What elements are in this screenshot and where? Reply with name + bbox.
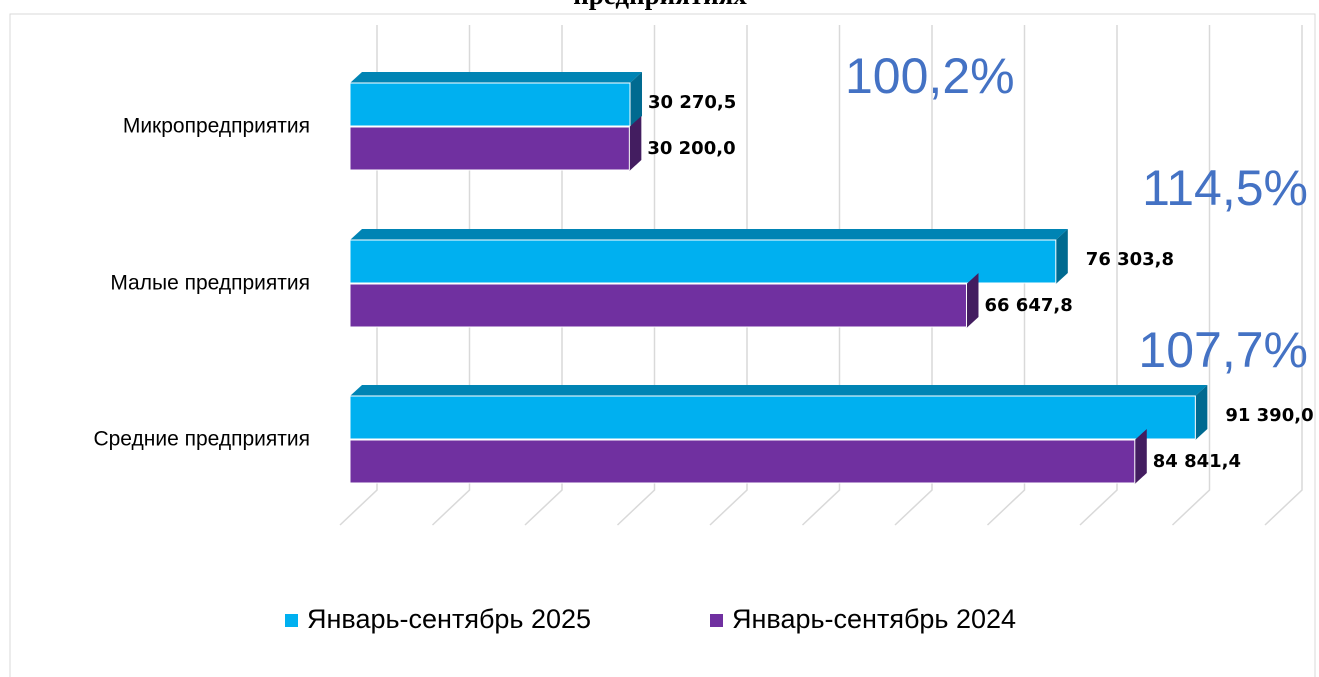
bar	[349, 126, 630, 171]
bar	[349, 395, 1196, 440]
value-label: 84 841,4	[1153, 451, 1241, 472]
bar	[349, 239, 1057, 284]
bar-side-face	[966, 273, 979, 328]
category-label: Средние предприятия	[93, 428, 310, 451]
chart-border	[9, 13, 1316, 677]
grid-line	[801, 25, 841, 526]
grid-line	[894, 25, 933, 526]
bar	[349, 439, 1136, 484]
annotation: 107,7%	[1138, 322, 1308, 378]
bar-side-face	[630, 72, 643, 127]
bar-side-face	[1195, 385, 1208, 440]
value-label: 30 270,5	[648, 92, 736, 113]
value-label: 76 303,8	[1086, 249, 1174, 270]
grid-line	[1079, 25, 1118, 526]
bar-top-face	[350, 72, 643, 83]
bar-side-face	[629, 116, 642, 171]
grid-line	[986, 25, 1026, 526]
legend-label: Январь-сентябрь 2024	[732, 604, 1016, 634]
legend-swatch	[285, 614, 298, 627]
grid-line	[1264, 25, 1303, 526]
annotation: 100,2%	[845, 48, 1015, 104]
grid-line	[616, 25, 656, 526]
grid-line	[1171, 25, 1211, 526]
bar	[349, 283, 967, 328]
bar-top-face	[350, 229, 1068, 240]
value-label: 30 200,0	[647, 138, 735, 159]
annotation: 114,5%	[1142, 160, 1308, 216]
chart-title: предприятиях	[573, 0, 747, 10]
value-label: 66 647,8	[984, 295, 1072, 316]
bar-side-face	[1055, 229, 1068, 284]
bar-top-face	[350, 385, 1208, 396]
grid-line	[339, 25, 378, 526]
bar	[349, 82, 631, 127]
value-label: 91 390,0	[1225, 405, 1313, 426]
grid-line	[524, 25, 563, 526]
category-label: Микропредприятия	[123, 115, 310, 138]
legend-label: Январь-сентябрь 2025	[307, 604, 591, 634]
legend-swatch	[710, 614, 723, 627]
grid-line	[431, 25, 471, 526]
grid-line	[709, 25, 748, 526]
category-label: Малые предприятия	[110, 272, 310, 295]
bar-side-face	[1134, 429, 1147, 484]
